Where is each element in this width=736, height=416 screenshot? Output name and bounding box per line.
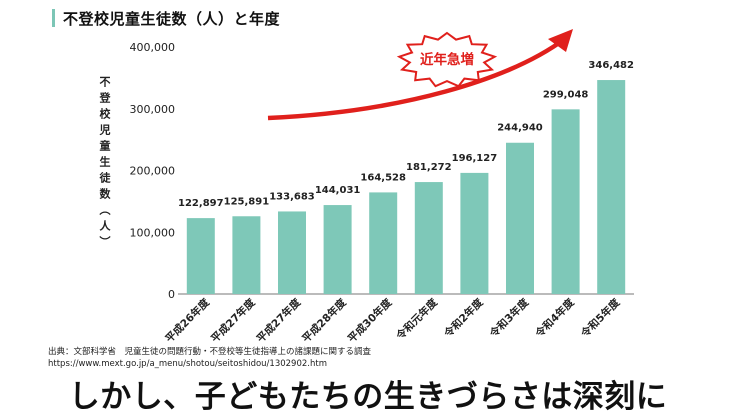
bar <box>369 192 398 294</box>
bar <box>232 216 261 294</box>
source-line-2: https://www.mext.go.jp/a_menu/shotou/sei… <box>48 359 327 369</box>
bar-value-label: 164,528 <box>360 172 406 183</box>
y-tick-label: 400,000 <box>130 41 176 54</box>
bar-value-label: 181,272 <box>406 162 452 173</box>
bar <box>414 182 443 294</box>
bar <box>323 205 352 294</box>
bottom-caption: しかし、子どもたちの生きづらさは深刻に <box>68 379 668 415</box>
trend-arrow <box>267 29 573 121</box>
chart-title: 不登校児童生徒数（人）と年度 <box>63 9 281 28</box>
bar-chart: 0 100,000 200,000 300,000 400,000 122,897 平成26… <box>130 29 635 345</box>
y-tick-label: 200,000 <box>130 165 176 178</box>
source-note: 出典：文部科学省 児童生徒の問題行動・不登校等生徒指導上の諸課題に関する調査 h… <box>48 346 371 370</box>
chart-title-block: 不登校児童生徒数（人）と年度 <box>52 6 280 30</box>
bar-value-label: 122,897 <box>178 198 224 209</box>
bar-value-label: 133,683 <box>269 191 315 202</box>
trend-arrow-head <box>548 29 573 52</box>
bar <box>278 211 306 294</box>
bar <box>597 80 626 294</box>
x-tick-label: 平成27年度 <box>208 296 258 346</box>
bar-value-label: 125,891 <box>224 196 270 207</box>
x-tick-label: 令和元年度 <box>393 296 440 343</box>
bar <box>551 109 580 294</box>
y-tick-label: 100,000 <box>130 226 176 239</box>
x-tick-label: 令和4年度 <box>532 296 577 341</box>
bar-value-label: 144,031 <box>315 185 361 196</box>
burst-badge: 近年急増 <box>396 31 498 88</box>
bar <box>460 172 489 294</box>
x-tick-label: 令和3年度 <box>486 296 531 341</box>
bar-value-label: 196,127 <box>452 153 498 164</box>
x-tick-label: 平成26年度 <box>163 296 213 346</box>
x-tick-label: 平成28年度 <box>299 296 349 346</box>
bar-value-label: 244,940 <box>497 123 543 134</box>
bar <box>506 142 534 294</box>
source-line-1: 出典：文部科学省 児童生徒の問題行動・不登校等生徒指導上の諸課題に関する調査 <box>48 347 372 357</box>
x-tick-label: 令和5年度 <box>578 296 623 341</box>
bar-value-label: 299,048 <box>543 89 589 100</box>
x-tick-label: 令和2年度 <box>441 296 486 341</box>
badge-label: 近年急増 <box>420 51 474 68</box>
y-tick-label: 0 <box>168 288 175 301</box>
x-tick-label: 平成27年度 <box>254 296 304 346</box>
bar <box>186 218 215 294</box>
burst-shape <box>396 31 498 88</box>
y-axis-label: 不登校児童生徒数（人） <box>98 76 111 252</box>
x-tick-label: 平成30年度 <box>345 296 395 346</box>
title-accent-bar <box>52 9 55 27</box>
trend-arrow-line <box>267 36 568 121</box>
bars-group: 0 100,000 200,000 300,000 400,000 122,897 平成26… <box>130 41 635 345</box>
y-tick-label: 300,000 <box>130 103 176 116</box>
bar-value-label: 346,482 <box>588 60 634 71</box>
